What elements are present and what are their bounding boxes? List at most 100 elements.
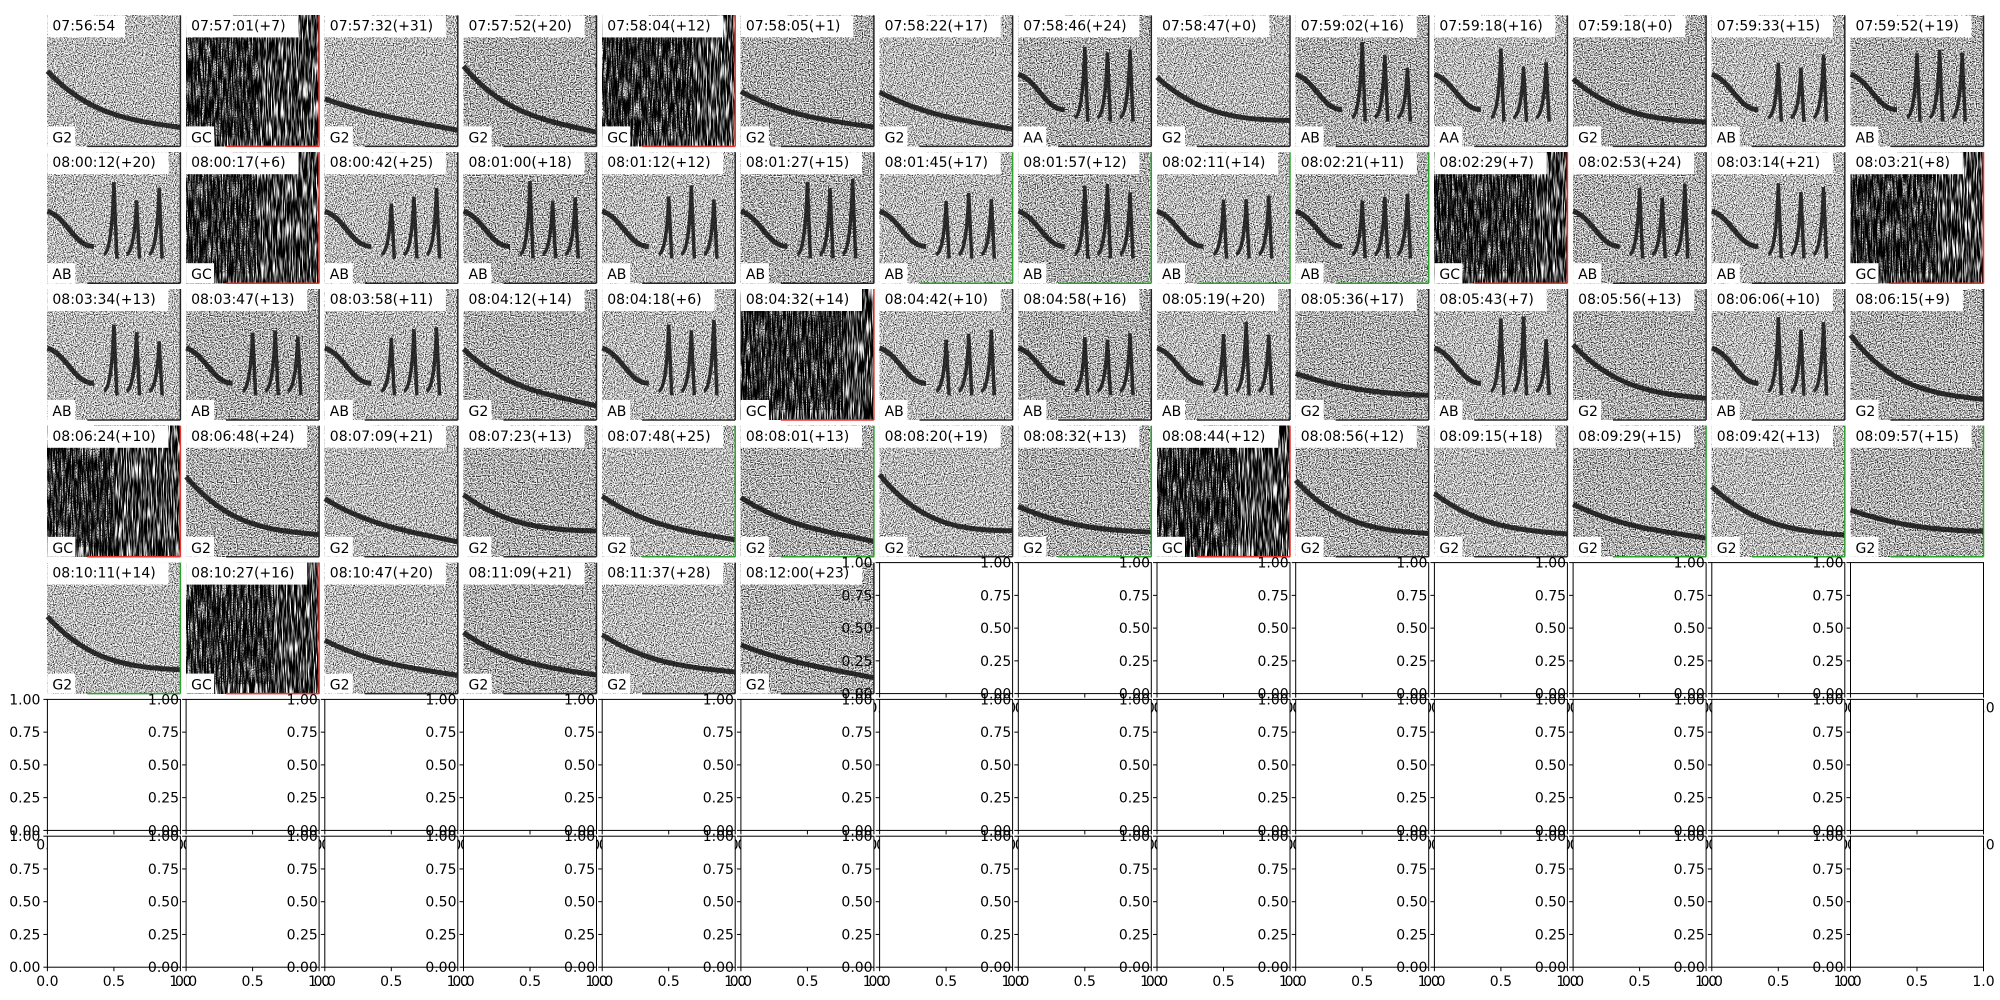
y-tick-label: 0.25 — [1812, 927, 1843, 943]
y-tick-label: 0.50 — [1535, 621, 1566, 637]
label-box — [1018, 536, 1047, 557]
x-tick-label: 1.0 — [1972, 974, 1994, 990]
spectrogram-panel: 07:56:54 G2 — [45, 14, 182, 148]
call-contour — [323, 345, 372, 386]
y-tick-label: 0.25 — [564, 791, 595, 807]
y-tick-label: 0.00 — [148, 960, 179, 976]
spectrogram-panel: 08:08:44(+12) GC — [1157, 425, 1291, 558]
empty-axes: 0.000.250.500.751.000.00.51.0 — [1258, 556, 1440, 717]
call-contour — [1073, 185, 1090, 259]
x-tick-label: 0.5 — [519, 974, 541, 990]
title-box — [47, 425, 169, 448]
panel-label: AB — [885, 267, 904, 283]
title-box — [1434, 289, 1547, 311]
call-contour — [1512, 316, 1529, 396]
empty-axes: 0.000.250.500.751.000.00.51.0 — [703, 692, 885, 853]
spectrogram-panel: 07:58:47(+0) G2 — [1155, 14, 1291, 148]
y-tick-label: 0.25 — [1674, 654, 1705, 670]
y-tick-label: 0.75 — [425, 725, 456, 741]
call-contour — [402, 196, 419, 259]
call-contour — [518, 181, 535, 259]
panel-label: GC — [1162, 541, 1183, 557]
y-tick-label: 0.00 — [1535, 823, 1566, 839]
panel-title: 07:58:46(+24) — [1023, 18, 1126, 34]
y-tick-label: 0.00 — [9, 960, 40, 976]
call-contour — [1710, 484, 1846, 538]
panel-title: 08:00:12(+20) — [52, 155, 155, 171]
call-contour — [46, 345, 95, 386]
panel-label: AB — [1856, 130, 1875, 146]
panel-label: G2 — [885, 541, 905, 557]
panel-title: 08:07:09(+21) — [330, 429, 433, 445]
y-tick-label: 0.50 — [1258, 621, 1289, 637]
call-contour — [425, 327, 442, 396]
spectrogram-noise — [47, 435, 114, 547]
axes-background — [879, 835, 1014, 968]
call-contour — [125, 200, 142, 259]
call-contour — [1096, 339, 1113, 396]
call-contour — [1489, 318, 1506, 396]
y-tick-label: 0.75 — [9, 725, 40, 741]
panel-title: 07:57:52(+20) — [469, 18, 572, 34]
call-contour — [1535, 62, 1551, 122]
label-box — [47, 536, 76, 557]
y-tick-label: 0.25 — [1119, 791, 1150, 807]
title-box — [463, 289, 585, 311]
y-tick-label: 0.50 — [287, 895, 318, 911]
panel-title: 08:03:47(+13) — [191, 292, 294, 308]
x-tick-label: 1.0 — [308, 974, 330, 990]
title-box — [324, 15, 446, 38]
panel-title: 08:09:29(+15) — [1578, 429, 1681, 445]
spectrogram-panel: 08:04:12(+14) G2 — [461, 288, 598, 421]
y-tick-label: 0.50 — [980, 621, 1011, 637]
label-box — [186, 126, 215, 147]
call-contour — [1351, 42, 1367, 122]
panel-title: 08:06:06(+10) — [1717, 292, 1820, 308]
label-box — [1434, 400, 1463, 420]
y-tick-label: 0.00 — [1119, 687, 1150, 703]
panel-title: 08:08:32(+13) — [1023, 429, 1126, 445]
spectrogram-panel: 08:05:36(+17) G2 — [1294, 288, 1430, 421]
call-contour — [878, 89, 1014, 132]
label-box — [1018, 126, 1047, 147]
call-contour — [102, 182, 119, 259]
spectrogram-panel: 08:03:47(+13) AB — [185, 288, 320, 421]
axes-background — [1572, 698, 1707, 831]
call-contour — [1155, 75, 1291, 123]
label-box — [1711, 400, 1740, 420]
spectrogram-panel: 07:58:04(+12) GC — [602, 14, 736, 148]
label-box — [47, 263, 76, 284]
call-contour — [1789, 191, 1806, 259]
panel-label: G2 — [746, 541, 766, 557]
x-tick-label: 0.5 — [1074, 974, 1096, 990]
panel-label: AB — [1023, 267, 1042, 283]
call-contour — [148, 341, 164, 396]
y-tick-label: 1.00 — [1674, 692, 1705, 708]
y-tick-label: 0.75 — [980, 862, 1011, 878]
label-box — [1157, 400, 1185, 420]
panel-label: AB — [52, 404, 71, 420]
call-contour — [1234, 321, 1251, 396]
y-tick-label: 0.75 — [1258, 862, 1289, 878]
panel-title: 08:03:14(+21) — [1717, 155, 1820, 171]
call-contour — [702, 199, 719, 259]
panel-label: G2 — [746, 130, 766, 146]
call-contour — [680, 330, 697, 396]
call-contour — [1628, 187, 1645, 259]
y-tick-label: 1.00 — [841, 829, 872, 845]
call-contour — [1257, 195, 1274, 259]
panel-title: 08:01:00(+18) — [469, 155, 572, 171]
y-tick-label: 0.00 — [1258, 960, 1289, 976]
y-tick-label: 1.00 — [1535, 556, 1566, 572]
call-contour — [564, 197, 580, 259]
y-tick-label: 0.50 — [425, 758, 456, 774]
x-tick-label: 0.0 — [730, 974, 752, 990]
panel-title: 08:11:37(+28) — [607, 566, 710, 582]
call-contour — [1351, 200, 1367, 259]
call-contour — [462, 492, 597, 534]
call-contour — [1571, 343, 1707, 401]
y-tick-label: 0.00 — [1396, 960, 1427, 976]
